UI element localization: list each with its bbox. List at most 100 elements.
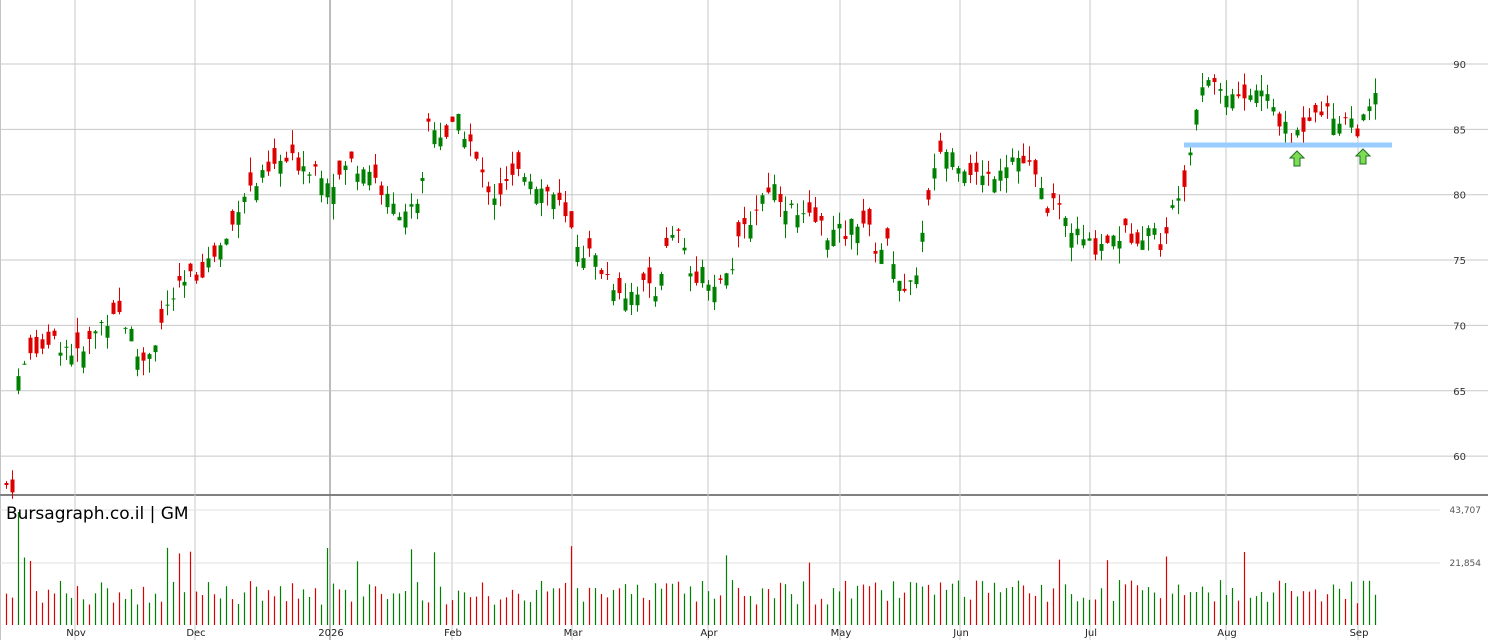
candle-body: [177, 276, 182, 281]
candle-body: [1099, 243, 1104, 251]
candle-body: [825, 240, 830, 250]
x-tick-label: Dec: [186, 628, 205, 639]
candle-body: [16, 376, 21, 391]
candle-body: [301, 166, 306, 172]
up-arrow-icon: [1354, 148, 1372, 165]
candle-body: [296, 157, 301, 171]
candle-body: [1188, 152, 1193, 156]
candle-body: [1004, 167, 1009, 179]
candle-body: [379, 185, 384, 196]
candle-body: [914, 275, 919, 285]
candle-body: [873, 250, 878, 254]
candle-body: [593, 255, 598, 267]
candle-body: [956, 168, 961, 174]
candle-body: [1254, 90, 1259, 103]
candle-body: [432, 130, 437, 145]
candle-body: [391, 203, 396, 214]
candle-body: [206, 258, 211, 268]
candle-body: [1164, 227, 1169, 234]
candle-body: [1206, 80, 1211, 86]
candle-body: [944, 151, 949, 169]
candle-body: [534, 189, 539, 204]
overlays: [1184, 142, 1392, 167]
candle-body: [129, 328, 134, 342]
candle-body: [1218, 89, 1223, 91]
candle-body: [1212, 78, 1217, 83]
x-tick-label: Feb: [444, 628, 462, 639]
candle-body: [64, 346, 69, 348]
candle-body: [1259, 90, 1264, 97]
candle-body: [409, 204, 414, 207]
candle-body: [664, 237, 669, 246]
candle-body: [920, 232, 925, 242]
candle-body: [1194, 109, 1199, 125]
candle-body: [551, 194, 556, 210]
candle-body: [1045, 208, 1050, 213]
candle-body: [736, 222, 741, 237]
candle-body: [1313, 104, 1318, 113]
candle-body: [1146, 228, 1151, 236]
candle-body: [682, 247, 687, 251]
candle-body: [986, 171, 991, 174]
candle-body: [1152, 228, 1157, 235]
candle-body: [1057, 203, 1062, 205]
candle-body: [182, 281, 187, 286]
candle-body: [456, 113, 461, 131]
candle-body: [581, 258, 586, 268]
candle-body: [670, 234, 675, 238]
candle-body: [117, 300, 122, 313]
candle-body: [355, 173, 360, 182]
candle-body: [908, 280, 913, 282]
candle-body: [855, 226, 860, 244]
candle-body: [212, 245, 217, 257]
candle-body: [813, 207, 818, 222]
candle-body: [200, 261, 205, 278]
candle-body: [867, 209, 872, 225]
candle-body: [373, 164, 378, 178]
candle-body: [105, 326, 110, 338]
candle-body: [676, 229, 681, 231]
candle-body: [1301, 117, 1306, 132]
candle-body: [605, 274, 610, 276]
candle-body: [1016, 157, 1021, 172]
candle-body: [700, 267, 705, 284]
candle-body: [58, 352, 63, 356]
candle-body: [861, 210, 866, 224]
candle-body: [450, 116, 455, 122]
candle-body: [1367, 106, 1372, 112]
candle-body: [153, 345, 158, 353]
candle-body: [415, 203, 420, 214]
candle-body: [611, 290, 616, 302]
candle-body: [52, 330, 57, 336]
candle-body: [968, 162, 973, 176]
x-tick-label: Jun: [952, 628, 969, 639]
candle-body: [1349, 118, 1354, 128]
candle-body: [361, 169, 366, 184]
candle-body: [902, 288, 907, 291]
candle-body: [760, 195, 765, 204]
candle-body: [1111, 235, 1116, 247]
candle-body: [194, 274, 199, 281]
candle-body: [789, 203, 794, 206]
candle-body: [980, 175, 985, 186]
candle-body: [260, 170, 265, 178]
candle-body: [1236, 94, 1241, 97]
candle-body: [1319, 111, 1324, 116]
candle-body: [724, 273, 729, 286]
candle-body: [1361, 114, 1366, 121]
volume-tick-label: 21,854: [1450, 559, 1482, 569]
candle-body: [111, 302, 116, 314]
candle-body: [754, 209, 759, 211]
x-tick-label: Aug: [1217, 628, 1237, 639]
candle-body: [516, 152, 521, 169]
candle-body: [748, 224, 753, 239]
up-arrow-icon: [1288, 150, 1306, 167]
candle-body: [807, 202, 812, 213]
candle-body: [1075, 228, 1080, 236]
candle-body: [284, 157, 289, 162]
candle-body: [1265, 94, 1270, 101]
candle-body: [712, 286, 717, 303]
candle-body: [385, 193, 390, 208]
candle-body: [1021, 155, 1026, 164]
